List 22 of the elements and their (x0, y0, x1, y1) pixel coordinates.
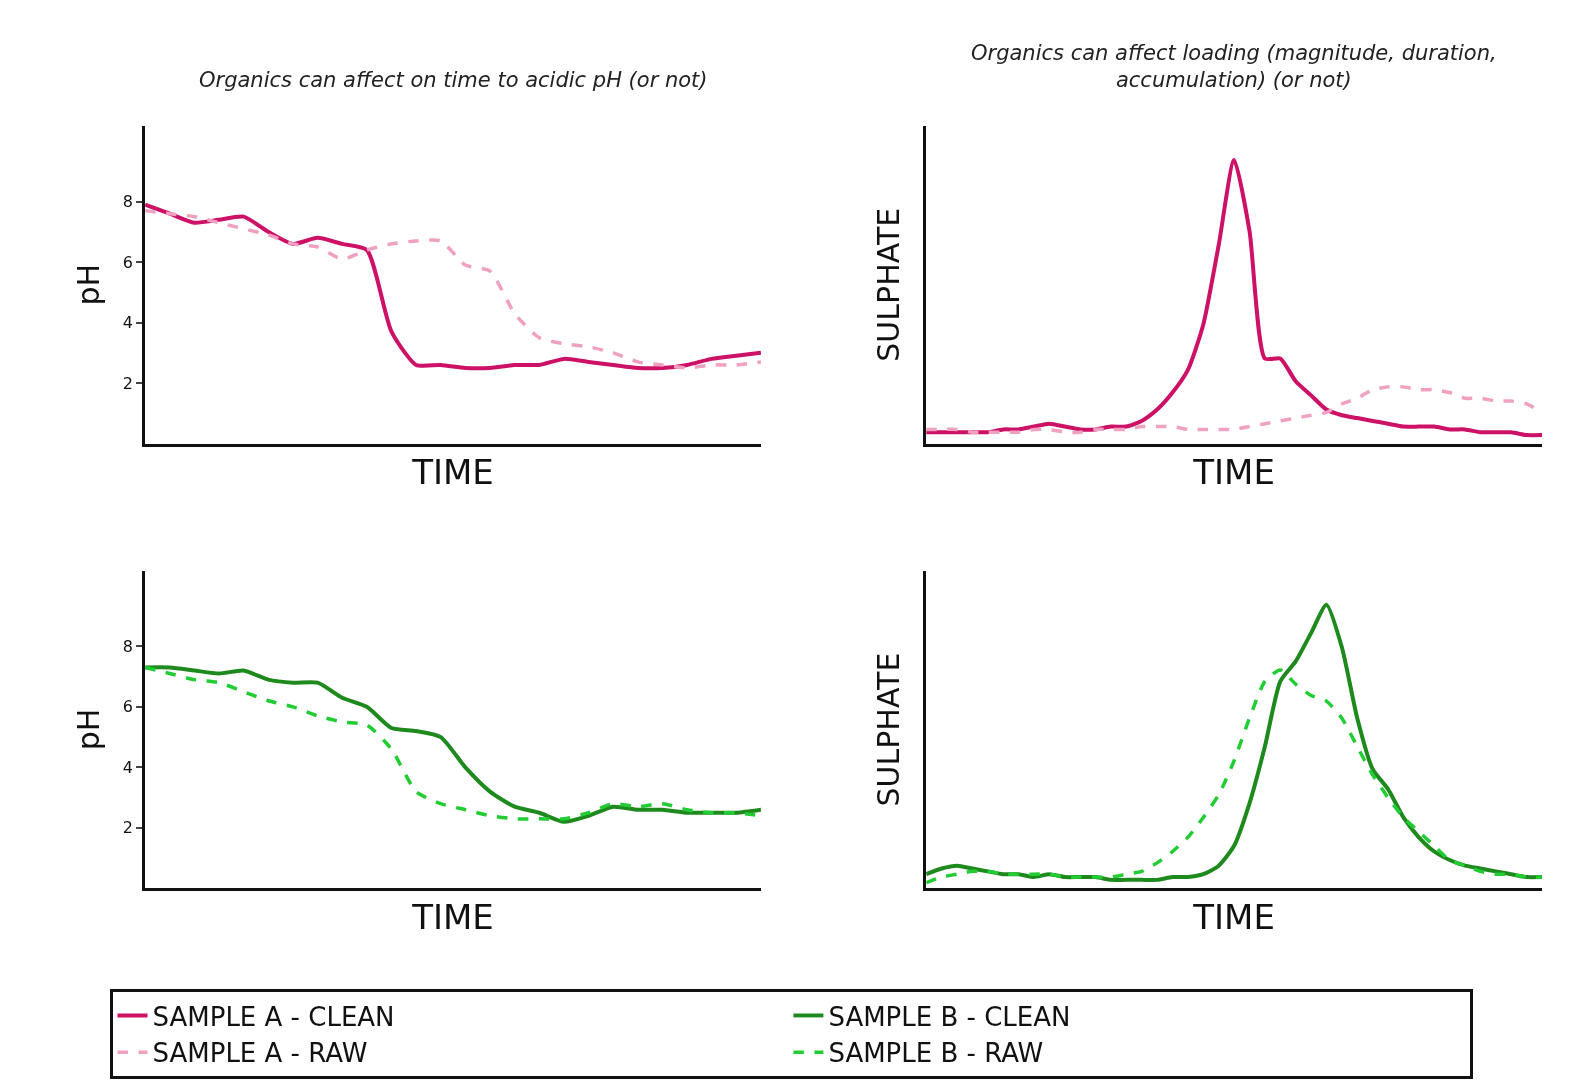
legend-label: SAMPLE B - CLEAN (828, 1001, 1071, 1032)
chart-title: Organics can affect loading (magnitude, duration, accumulation) (or not) (971, 41, 1497, 93)
y-tick-label: 8 (122, 636, 133, 656)
legend-label: SAMPLE B - RAW (828, 1038, 1044, 1069)
x-axis-title: TIME (1192, 896, 1275, 937)
legend-label: SAMPLE A - CLEAN (152, 1001, 395, 1032)
y-tick-label: 2 (122, 373, 133, 393)
y-axis-title: pH (70, 263, 106, 306)
y-tick-label: 2 (122, 818, 133, 838)
chart-title: Organics can affect on time to acidic pH (or not) (199, 68, 708, 92)
y-tick-label: 4 (122, 313, 133, 333)
y-tick-label: 4 (122, 757, 133, 777)
y-tick-label: 8 (122, 192, 133, 212)
x-axis-title: TIME (411, 451, 494, 492)
x-axis-title: TIME (1192, 451, 1275, 492)
y-tick-label: 6 (122, 252, 133, 272)
y-axis-title: SULPHATE (871, 207, 907, 362)
y-axis-title: pH (70, 708, 106, 751)
y-axis-title: SULPHATE (871, 652, 907, 807)
x-axis-title: TIME (411, 896, 494, 937)
legend-label: SAMPLE A - RAW (152, 1038, 368, 1069)
y-tick-label: 6 (122, 697, 133, 717)
